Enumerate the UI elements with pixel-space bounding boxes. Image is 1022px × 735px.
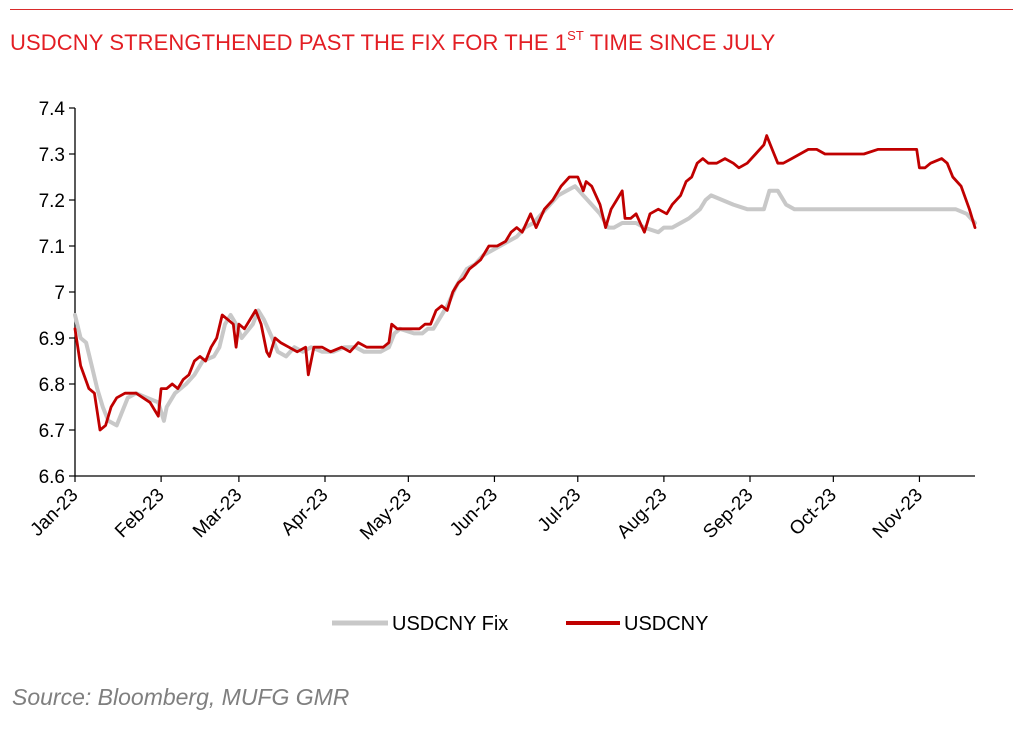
y-tick-label: 6.9 bbox=[39, 329, 65, 350]
y-tick-label: 6.7 bbox=[39, 421, 65, 442]
x-tick-label: Feb-23 bbox=[111, 485, 168, 542]
y-tick-label: 7.2 bbox=[39, 191, 65, 212]
x-tick-label: Oct-23 bbox=[786, 485, 841, 540]
legend-usdcny-label: USDCNY bbox=[624, 613, 708, 635]
x-tick-label: Jun-23 bbox=[446, 485, 502, 541]
x-tick-label: Aug-23 bbox=[613, 485, 671, 543]
x-tick-label: Sep-23 bbox=[699, 485, 757, 543]
legend-usdcny-fix-label: USDCNY Fix bbox=[392, 613, 508, 635]
x-tick-label: Jul-23 bbox=[534, 485, 585, 536]
y-tick-label: 6.8 bbox=[39, 375, 65, 396]
line-chart: 6.6 6.7 6.8 6.9 7 7.1 7.2 7.3 7.4 Jan-23 Feb-23 Mar… bbox=[27, 99, 977, 635]
y-tick-label: 7 bbox=[54, 283, 65, 304]
x-tick-label: Mar-23 bbox=[189, 485, 246, 542]
title-main: USDCNY STRENGTHENED PAST THE FIX FOR THE… bbox=[10, 30, 568, 55]
x-tick-label: Nov-23 bbox=[869, 485, 927, 543]
y-tick-label: 7.4 bbox=[39, 99, 66, 120]
y-tick-label: 7.1 bbox=[39, 237, 65, 258]
y-tick-label: 6.6 bbox=[39, 467, 65, 488]
top-rule bbox=[10, 9, 1013, 10]
title-tail: TIME SINCE JULY bbox=[583, 30, 776, 55]
series-usdcny-fix-line bbox=[73, 184, 977, 428]
title-superscript: ST bbox=[567, 28, 584, 43]
source-note: Source: Bloomberg, MUFG GMR bbox=[12, 684, 350, 710]
y-tick-label: 7.3 bbox=[39, 145, 65, 166]
x-tick-label: Apr-23 bbox=[277, 485, 332, 540]
x-tick-label: Jan-23 bbox=[27, 485, 83, 541]
series-usdcny-line bbox=[73, 134, 977, 432]
chart-title: USDCNY STRENGTHENED PAST THE FIX FOR THE… bbox=[10, 28, 776, 56]
x-tick-label: May-23 bbox=[356, 485, 416, 545]
